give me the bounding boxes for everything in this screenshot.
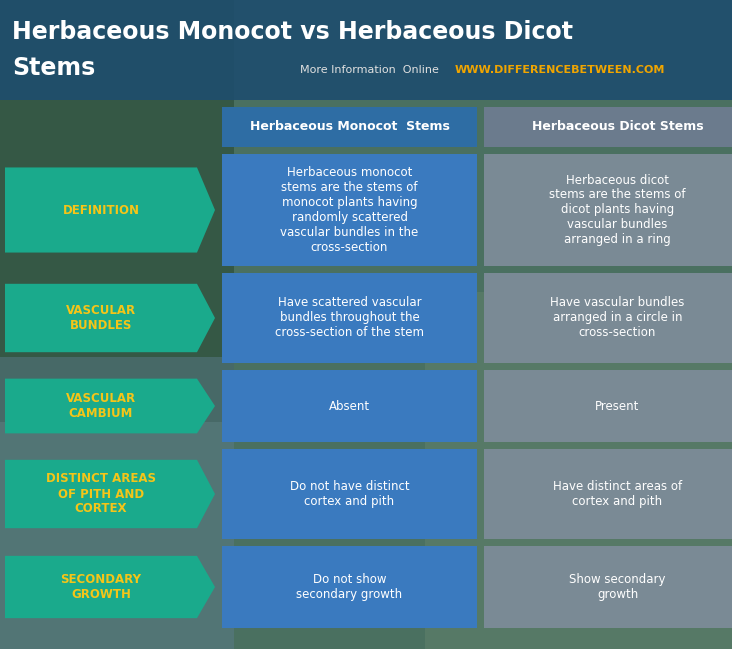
Text: Have scattered vascular
bundles throughout the
cross-section of the stem: Have scattered vascular bundles througho… [275, 297, 424, 339]
Text: DEFINITION: DEFINITION [62, 204, 140, 217]
Text: Herbaceous Dicot Stems: Herbaceous Dicot Stems [531, 121, 703, 134]
Text: VASCULAR
CAMBIUM: VASCULAR CAMBIUM [66, 392, 136, 420]
Text: More Information  Online: More Information Online [300, 65, 439, 75]
FancyBboxPatch shape [222, 273, 477, 363]
FancyBboxPatch shape [0, 0, 732, 100]
Polygon shape [5, 556, 215, 618]
Text: Show secondary
growth: Show secondary growth [569, 573, 665, 601]
FancyBboxPatch shape [484, 107, 732, 147]
Text: Stems: Stems [12, 56, 95, 80]
Text: VASCULAR
BUNDLES: VASCULAR BUNDLES [66, 304, 136, 332]
Polygon shape [5, 167, 215, 252]
Text: Herbaceous Monocot  Stems: Herbaceous Monocot Stems [250, 121, 449, 134]
Text: Herbaceous Monocot vs Herbaceous Dicot: Herbaceous Monocot vs Herbaceous Dicot [12, 20, 573, 44]
FancyBboxPatch shape [0, 357, 234, 649]
Polygon shape [5, 284, 215, 352]
Text: WWW.DIFFERENCEBETWEEN.COM: WWW.DIFFERENCEBETWEEN.COM [455, 65, 665, 75]
Text: Have vascular bundles
arranged in a circle in
cross-section: Have vascular bundles arranged in a circ… [550, 297, 684, 339]
Text: Do not show
secondary growth: Do not show secondary growth [296, 573, 403, 601]
FancyBboxPatch shape [484, 273, 732, 363]
Text: Herbaceous monocot
stems are the stems of
monocot plants having
randomly scatter: Herbaceous monocot stems are the stems o… [280, 166, 419, 254]
FancyBboxPatch shape [222, 370, 477, 442]
FancyBboxPatch shape [222, 107, 477, 147]
FancyBboxPatch shape [484, 370, 732, 442]
Text: Present: Present [595, 400, 640, 413]
FancyBboxPatch shape [425, 292, 732, 649]
FancyBboxPatch shape [484, 546, 732, 628]
Text: DISTINCT AREAS
OF PITH AND
CORTEX: DISTINCT AREAS OF PITH AND CORTEX [46, 472, 156, 515]
FancyBboxPatch shape [0, 0, 234, 422]
Polygon shape [5, 378, 215, 434]
Text: Do not have distinct
cortex and pith: Do not have distinct cortex and pith [290, 480, 409, 508]
FancyBboxPatch shape [484, 449, 732, 539]
Polygon shape [5, 459, 215, 528]
Text: SECONDARY
GROWTH: SECONDARY GROWTH [61, 573, 141, 601]
Text: Have distinct areas of
cortex and pith: Have distinct areas of cortex and pith [553, 480, 682, 508]
FancyBboxPatch shape [222, 154, 477, 266]
FancyBboxPatch shape [222, 449, 477, 539]
FancyBboxPatch shape [484, 154, 732, 266]
FancyBboxPatch shape [222, 546, 477, 628]
Text: Herbaceous dicot
stems are the stems of
dicot plants having
vascular bundles
arr: Herbaceous dicot stems are the stems of … [549, 173, 686, 247]
Text: Absent: Absent [329, 400, 370, 413]
